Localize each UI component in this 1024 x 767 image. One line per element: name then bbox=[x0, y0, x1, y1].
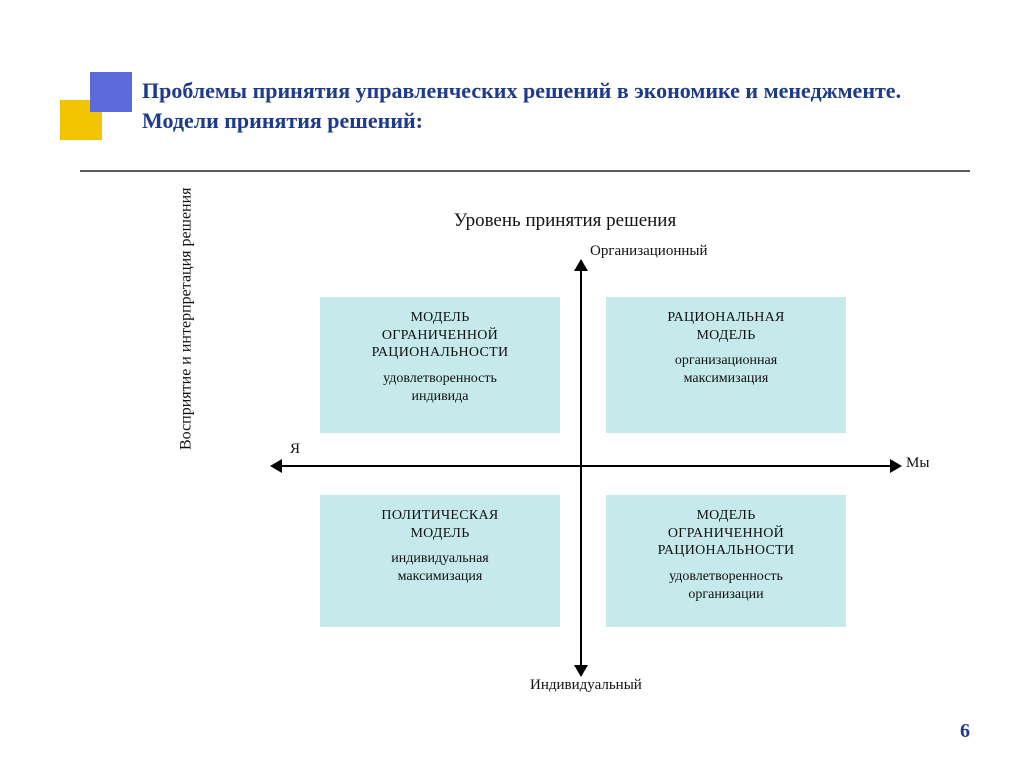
page-number: 6 bbox=[960, 720, 970, 743]
quadrant-title: РАЦИОНАЛЬНАЯ МОДЕЛЬ bbox=[614, 309, 838, 344]
quadrant-title: МОДЕЛЬ ОГРАНИЧЕННОЙ РАЦИОНАЛЬНОСТИ bbox=[614, 507, 838, 560]
vertical-axis bbox=[580, 269, 582, 667]
axis-label-top: Организационный bbox=[590, 243, 708, 260]
quadrant-top-right: РАЦИОНАЛЬНАЯ МОДЕЛЬ организационная макс… bbox=[606, 297, 846, 433]
arrow-down-icon bbox=[574, 665, 588, 677]
quadrant-bottom-right: МОДЕЛЬ ОГРАНИЧЕННОЙ РАЦИОНАЛЬНОСТИ удовл… bbox=[606, 495, 846, 627]
horizontal-axis bbox=[280, 465, 892, 467]
slide-title: Проблемы принятия управленческих решений… bbox=[142, 76, 964, 135]
quadrant-bottom-left: ПОЛИТИЧЕСКАЯ МОДЕЛЬ индивидуальная макси… bbox=[320, 495, 560, 627]
y-axis-label: Восприятие и интерпретация решения bbox=[176, 190, 195, 450]
axis-label-right: Мы bbox=[906, 455, 929, 472]
axis-label-left: Я bbox=[290, 441, 300, 458]
quadrant-top-left: МОДЕЛЬ ОГРАНИЧЕННОЙ РАЦИОНАЛЬНОСТИ удовл… bbox=[320, 297, 560, 433]
arrow-up-icon bbox=[574, 259, 588, 271]
quadrant-title: ПОЛИТИЧЕСКАЯ МОДЕЛЬ bbox=[328, 507, 552, 542]
deco-divider bbox=[80, 170, 970, 172]
deco-square-blue bbox=[90, 72, 132, 112]
chart-title: Уровень принятия решения bbox=[190, 210, 940, 232]
quadrant-subtitle: индивидуальная максимизация bbox=[328, 550, 552, 586]
quadrant-subtitle: удовлетворенность индивида bbox=[328, 370, 552, 406]
chart-area: Организационный Индивидуальный Я Мы МОДЕ… bbox=[250, 245, 910, 685]
quadrant-subtitle: организационная максимизация bbox=[614, 352, 838, 388]
quadrant-diagram: Уровень принятия решения Восприятие и ин… bbox=[190, 210, 940, 690]
quadrant-subtitle: удовлетворенность организации bbox=[614, 568, 838, 604]
axis-label-bottom: Индивидуальный bbox=[530, 677, 642, 694]
arrow-left-icon bbox=[270, 459, 282, 473]
arrow-right-icon bbox=[890, 459, 902, 473]
quadrant-title: МОДЕЛЬ ОГРАНИЧЕННОЙ РАЦИОНАЛЬНОСТИ bbox=[328, 309, 552, 362]
